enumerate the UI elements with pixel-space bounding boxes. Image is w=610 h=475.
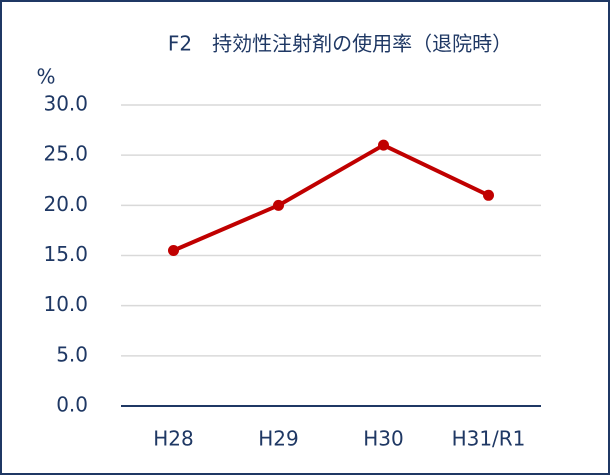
y-tick-label: 30.0 — [43, 92, 88, 116]
x-tick-label: H29 — [258, 427, 299, 451]
data-point — [378, 139, 389, 151]
x-tick-label: H30 — [363, 427, 404, 451]
chart-title: F2 持効性注射剤の使用率（退院時） — [168, 32, 512, 56]
y-tick-label: 0.0 — [56, 393, 88, 417]
data-point — [483, 189, 494, 201]
y-axis-label: % — [36, 65, 55, 89]
y-tick-label: 15.0 — [43, 242, 88, 266]
y-tick-label: 5.0 — [56, 342, 88, 366]
x-tick-label: H31/R1 — [452, 427, 526, 451]
y-tick-label: 10.0 — [43, 292, 88, 316]
y-tick-label: 25.0 — [43, 142, 88, 166]
y-tick-label: 20.0 — [43, 192, 88, 216]
data-point — [273, 199, 284, 211]
series-line — [172, 143, 490, 253]
data-point — [168, 244, 179, 256]
x-tick-label: H28 — [153, 427, 194, 451]
